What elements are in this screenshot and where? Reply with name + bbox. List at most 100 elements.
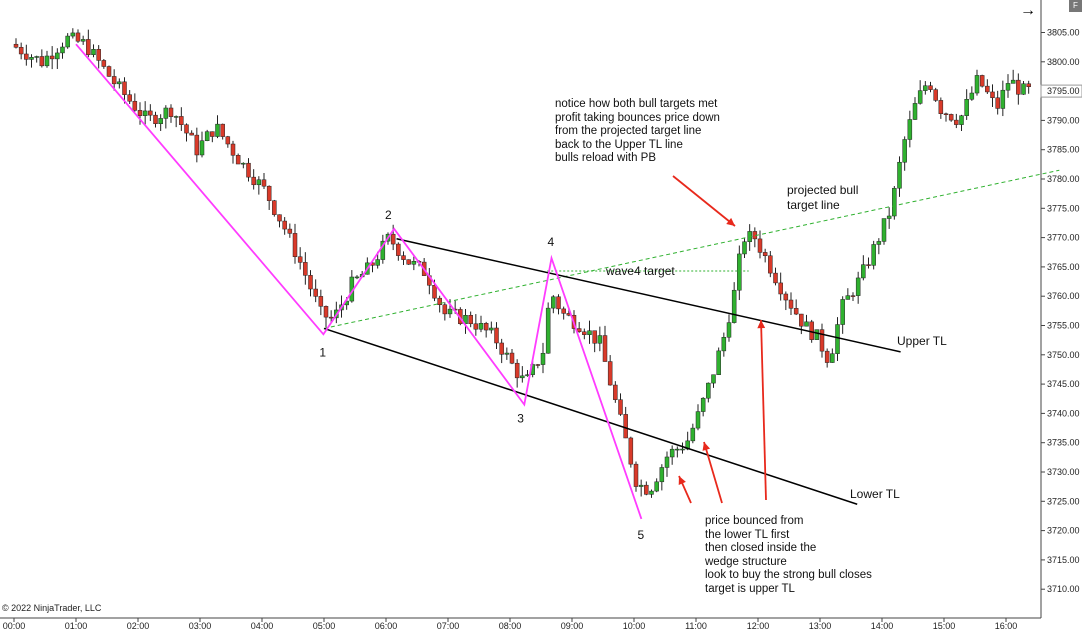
candle-body [675,448,680,451]
arrow-right-icon[interactable]: → [1020,2,1036,19]
arrow-to-upper-tl-head [757,320,766,329]
x-tick-label: 11:00 [685,621,707,631]
wave-label-4: 4 [548,235,555,249]
candle-body [840,299,845,325]
x-tick-label: 06:00 [375,621,398,631]
candle-body [938,100,944,114]
x-tick-label: 09:00 [561,621,584,631]
candle-body [494,327,499,344]
candle-body [246,162,251,178]
candle-body [308,275,313,290]
candle-body [607,361,613,386]
y-tick-label: 3800.00 [1047,57,1080,67]
y-axis: 3805.00 3800.00 3795.00 3790.00 3785.00 3780.… [1040,0,1082,618]
x-axis: 00:00 01:00 02:00 03:00 04:00 05:00 06:00 07:00… [0,617,1041,631]
y-tick-label: 3715.00 [1047,555,1080,565]
candle-body [1021,83,1026,95]
candle-body [106,66,112,77]
candle-body [845,295,851,300]
candle-body [111,76,117,85]
upper-tl-label: Upper TL [897,334,947,348]
candle-body [545,307,551,354]
candle-body [148,110,153,116]
y-tick-label: 3740.00 [1047,408,1080,418]
projected-target-label-line1: projected bull [787,183,858,197]
candle-body [757,238,763,253]
candle-body [943,113,949,115]
candle-body [323,306,329,318]
chart-corner-button[interactable]: F [1069,0,1082,12]
annotation-bull-targets: notice how both bull targets met profit … [555,98,720,164]
candle-body [173,116,179,118]
candle-body [401,255,406,260]
candle-body [995,97,1000,109]
candle-body [799,313,804,327]
candle-body [773,272,778,284]
candle-body [256,179,262,186]
candle-body [168,107,174,117]
candle-body [142,110,148,116]
candle-body [561,308,566,314]
candle-body [711,374,716,384]
x-tick-label: 12:00 [747,621,770,631]
candle-body [917,90,923,104]
candle-body [726,322,732,338]
candle-body [886,215,892,219]
candle-body [184,124,189,134]
candle-body [964,99,969,116]
candle-body [225,136,231,145]
candle-body [520,375,525,379]
candle-body [990,91,995,99]
candle-body [861,264,866,279]
candle-body [483,323,489,331]
x-tick-label: 13:00 [809,621,832,631]
candle-body [122,81,127,95]
candle-body [153,114,158,124]
candle-body [179,116,184,125]
y-tick-label: 3785.00 [1047,145,1080,155]
candle-body [912,103,918,120]
candle-body [204,131,210,141]
candle-body [101,60,107,67]
candle-body [850,295,856,297]
candle-body [907,119,913,140]
candle-body [979,75,985,87]
candle-body [60,46,65,54]
x-tick-label: 07:00 [437,621,460,631]
candle-body [985,85,990,93]
x-tick-label: 05:00 [313,621,336,631]
candle-body [721,337,727,352]
candle-body [814,329,820,340]
candle-body [75,32,81,42]
candle-body [215,123,220,137]
x-tick-label: 01:00 [65,621,88,631]
candle-body [556,296,561,310]
candle-body [731,289,737,323]
candle-body [504,352,510,355]
candle-body [680,448,685,451]
candle-body [328,316,334,319]
candle-body [91,49,96,55]
candle-body [664,456,670,468]
candle-body [737,253,742,291]
candle-body [251,176,256,186]
candle-body [824,350,830,363]
candle-body [390,233,396,245]
y-tick-label: 3760.00 [1047,291,1080,301]
wave-label-2: 2 [385,208,392,222]
candle-body [706,382,711,399]
candle-body [158,118,163,124]
candle-body [902,139,907,163]
candle-body [473,323,479,330]
candle-body [819,329,825,352]
candle-body [489,327,494,331]
candle-body [468,315,473,325]
candle-body [272,200,277,215]
candle-body [644,484,649,495]
arrow-to-lower-tl-bounce [703,441,723,504]
candle-body [793,308,799,315]
candle-body [690,427,696,442]
candle-body [44,55,50,67]
candle-body [406,259,411,265]
candle-body [974,75,980,94]
